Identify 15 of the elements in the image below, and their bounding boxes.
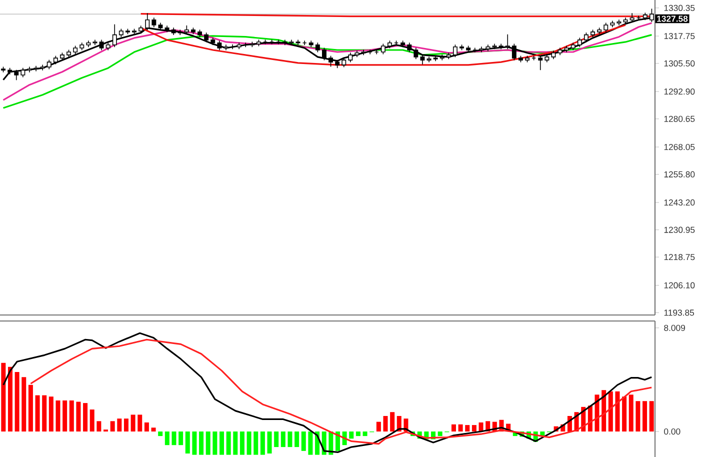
y-tick-label: 1193.85: [664, 310, 694, 316]
y-tick-label: 1255.80: [664, 171, 695, 178]
y-tick-label: 1206.10: [664, 282, 695, 288]
y-tick-label: 0.00: [664, 428, 680, 435]
y-tick-label: 1280.65: [664, 116, 695, 122]
y-tick-label: 1317.75: [664, 32, 695, 40]
ref-line-label: 1327.58: [657, 16, 688, 22]
y-tick-label: 1268.05: [664, 144, 695, 150]
y-tick-label: 8.009: [664, 324, 685, 331]
y-tick-label: 1305.50: [664, 60, 695, 66]
y-tick-label: 1292.90: [664, 88, 695, 95]
y-tick-label: 1230.95: [664, 226, 695, 233]
y-tick-label: 1218.75: [664, 254, 695, 260]
y-tick-label: 1330.35: [664, 4, 695, 11]
y-tick-label: 1243.20: [664, 199, 695, 206]
